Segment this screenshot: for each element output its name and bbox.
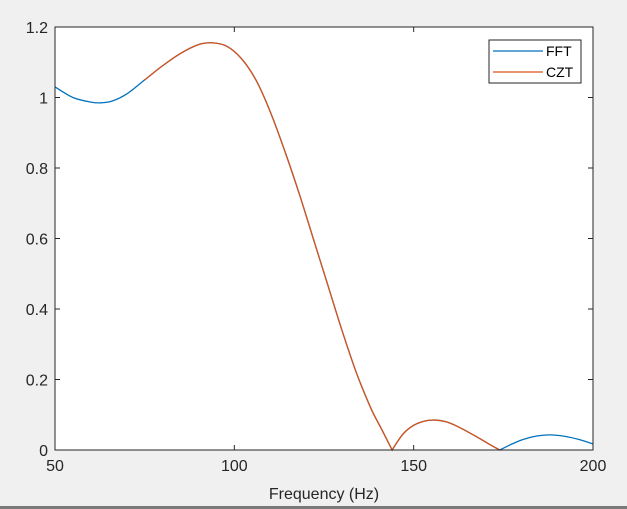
y-axis: 0 0.2 0.4 0.6 0.8 1 1.2 [26, 20, 593, 460]
x-axis-label: Frequency (Hz) [269, 486, 379, 503]
y-tick-label: 0.8 [26, 161, 48, 178]
x-tick-label: 200 [580, 458, 607, 475]
x-tick-label: 100 [221, 458, 248, 475]
y-tick-label: 0.2 [26, 373, 48, 390]
legend: FFT CZT [488, 39, 582, 84]
legend-label-czt: CZT [546, 64, 574, 80]
x-tick-label: 150 [400, 458, 427, 475]
x-tick-label: 50 [46, 458, 64, 475]
plot-area [55, 27, 593, 450]
series-line-czt [144, 42, 501, 452]
y-tick-label: 0.4 [26, 302, 48, 319]
y-tick-label: 1 [39, 91, 48, 108]
y-tick-label: 0.6 [26, 232, 48, 249]
legend-box [488, 39, 582, 84]
y-tick-label: 0 [39, 443, 48, 460]
series-layer [54, 42, 594, 452]
y-tick-label: 1.2 [26, 20, 48, 37]
x-axis: 50 100 150 200 [46, 27, 606, 475]
window-bottom-edge [0, 506, 627, 509]
legend-label-fft: FFT [546, 43, 572, 59]
